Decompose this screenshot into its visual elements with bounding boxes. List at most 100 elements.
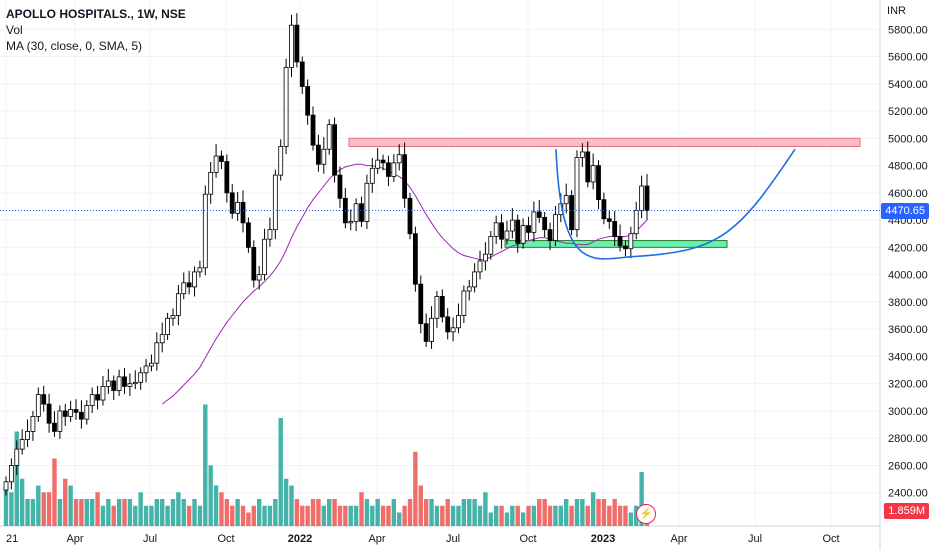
candle-body-6: [35, 394, 41, 417]
volume-bar-5: [30, 499, 36, 526]
candle-body-11: [62, 410, 68, 417]
ma-legend[interactable]: MA (30, close, 0, SMA, 5): [6, 39, 143, 53]
candle-body-17: [95, 394, 100, 401]
candle-body-44: [240, 201, 246, 224]
candle-body-96: [520, 225, 526, 244]
candle-body-110: [596, 165, 601, 201]
volume-bar-112: [607, 505, 612, 526]
x-tick-label-11: Oct: [822, 533, 839, 545]
candle-body-91: [493, 222, 499, 237]
volume-bar-102: [553, 505, 558, 526]
volume-bar-75: [407, 499, 413, 526]
volume-bar-37: [203, 404, 208, 526]
y-tick-label-5: 3400.00: [888, 351, 928, 363]
y-tick-label-15: 5400.00: [888, 79, 928, 91]
volume-bar-85: [461, 499, 467, 526]
candle-body-56: [305, 86, 311, 116]
volume-bar-106: [574, 499, 580, 526]
candle-body-61: [332, 124, 337, 176]
candle-body-111: [601, 199, 607, 220]
volume-bar-35: [192, 499, 197, 526]
volume-bar-10: [57, 499, 63, 526]
volume-bar-90: [488, 512, 493, 526]
candle-body-73: [396, 154, 402, 164]
candle-body-58: [316, 144, 321, 165]
candle-body-14: [79, 411, 84, 420]
candle-body-36: [197, 267, 203, 273]
candle-body-24: [132, 381, 138, 385]
volume-bar-18: [100, 505, 106, 526]
symbol-title[interactable]: APOLLO HOSPITALS., 1W, NSE: [6, 7, 186, 21]
candle-body-74: [402, 154, 408, 199]
candle-body-85: [461, 290, 467, 316]
rounding-arc: [555, 148, 796, 260]
candle-body-76: [412, 233, 418, 285]
volume-bar-62: [337, 505, 343, 526]
candle-body-107: [579, 151, 585, 158]
candle-body-117: [633, 210, 639, 235]
volume-bar-6: [36, 485, 41, 526]
volume-bar-1: [9, 492, 14, 526]
candle-body-20: [111, 380, 117, 391]
candle-body-115: [623, 245, 628, 250]
volume-bar-93: [504, 512, 510, 526]
x-tick-label-8: 2023: [591, 533, 615, 545]
candle-body-69: [375, 159, 381, 169]
candle-body-75: [407, 197, 413, 235]
candle-body-7: [41, 394, 47, 405]
volume-bar-88: [477, 505, 483, 526]
candle-body-106: [574, 156, 580, 231]
volume-bar-47: [256, 499, 262, 526]
candle-body-47: [256, 274, 262, 281]
volume-bar-54: [294, 499, 300, 526]
candle-body-97: [526, 225, 531, 233]
candle-body-15: [84, 405, 90, 420]
volume-bar-3: [19, 478, 25, 526]
candle-body-102: [553, 214, 558, 241]
volume-bar-86: [467, 499, 472, 526]
volume-bar-83: [450, 505, 456, 526]
candle-body-52: [283, 67, 289, 147]
flash-icon[interactable]: ⚡: [636, 504, 656, 524]
volume-bar-27: [149, 505, 154, 526]
volume-bar-109: [590, 492, 596, 526]
candle-body-30: [165, 317, 170, 336]
volume-bar-57: [310, 499, 316, 526]
y-tick-label-8: 4000.00: [888, 270, 928, 282]
volume-bar-4: [25, 499, 30, 526]
volume-bar-41: [224, 499, 230, 526]
volume-bar-14: [79, 499, 84, 526]
volume-bar-80: [434, 505, 440, 526]
candle-body-70: [380, 159, 386, 164]
candle-body-21: [116, 376, 122, 391]
volume-bar-17: [95, 492, 100, 526]
candle-body-105: [569, 195, 574, 231]
x-tick-label-5: Apr: [368, 533, 385, 545]
volume-legend[interactable]: Vol: [6, 23, 23, 37]
candle-body-68: [369, 167, 375, 184]
support-zone: [504, 240, 728, 248]
y-tick-label-16: 5600.00: [888, 52, 928, 64]
candle-body-72: [391, 162, 397, 177]
x-tick-label-2: Jul: [143, 533, 157, 545]
volume-bar-87: [472, 499, 477, 526]
candle-body-116: [628, 233, 634, 250]
candle-body-114: [617, 236, 623, 247]
candle-body-78: [423, 323, 429, 342]
candle-body-62: [337, 174, 343, 199]
volume-bar-40: [219, 492, 224, 526]
candle-body-34: [186, 282, 192, 288]
chart-legend: APOLLO HOSPITALS., 1W, NSE Vol MA (30, c…: [6, 6, 186, 54]
volume-bar-49: [267, 505, 273, 526]
volume-bar-30: [165, 505, 170, 526]
volume-bar-21: [116, 499, 122, 526]
candle-body-93: [504, 230, 510, 240]
candle-body-32: [175, 293, 181, 316]
candle-body-29: [159, 334, 165, 344]
candle-body-92: [499, 222, 504, 240]
volume-bar-100: [542, 499, 547, 526]
candle-body-66: [359, 203, 364, 222]
candle-body-53: [289, 24, 294, 68]
x-tick-label-3: Oct: [217, 533, 234, 545]
